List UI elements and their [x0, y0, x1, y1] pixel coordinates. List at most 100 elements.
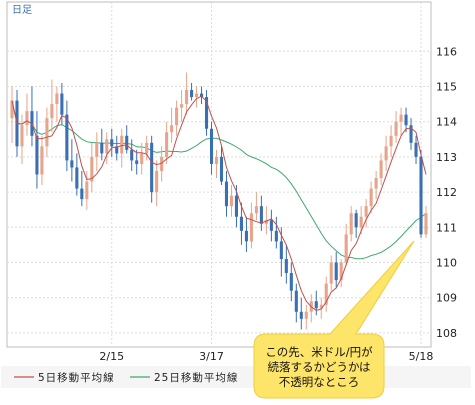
candle-body-65 — [334, 262, 338, 281]
candle-body-72 — [369, 188, 373, 207]
y-tick-label-3: 111 — [436, 221, 457, 234]
period-label: 日足 — [12, 4, 32, 16]
callout-line-3: 不透明なところ — [279, 375, 360, 389]
candle-body-2 — [20, 125, 24, 147]
candle-body-73 — [374, 178, 378, 189]
candle-body-35 — [185, 90, 189, 105]
candle-body-37 — [195, 93, 199, 98]
ma5-line — [11, 95, 427, 311]
candle-body-8 — [50, 104, 54, 119]
candle-body-12 — [70, 160, 74, 168]
candle-body-26 — [140, 153, 144, 164]
candle-body-69 — [354, 213, 358, 228]
ma25-line — [11, 100, 427, 260]
callout-bubble — [253, 240, 415, 399]
candle-body-61 — [314, 301, 318, 309]
candle-body-31 — [165, 132, 169, 157]
x-tick-label-1: 3/17 — [199, 350, 224, 363]
y-tick-label-2: 110 — [436, 257, 457, 270]
candle-body-46 — [239, 216, 243, 231]
candle-body-32 — [170, 125, 174, 133]
y-tick-label-4: 112 — [436, 186, 457, 199]
candle-body-50 — [259, 206, 263, 224]
candle-body-68 — [349, 213, 353, 235]
candle-body-58 — [299, 311, 303, 319]
candle-body-20 — [110, 139, 114, 147]
x-axis: 2/15 3/17 5/18 — [99, 350, 433, 363]
candle-body-0 — [10, 100, 14, 119]
candle-body-47 — [244, 230, 248, 242]
callout-annotation: この先、米ドル/円が 続落するかどうかは 不透明なところ — [253, 240, 415, 399]
candle-body-30 — [160, 156, 164, 171]
candle-body-63 — [324, 283, 328, 305]
x-tick-label-0: 2/15 — [99, 350, 124, 363]
candle-body-48 — [249, 213, 253, 242]
candle-body-57 — [294, 290, 298, 312]
candle-body-36 — [190, 90, 194, 98]
candle-body-19 — [105, 139, 109, 154]
candle-body-81 — [414, 142, 418, 157]
candle-body-67 — [344, 234, 348, 263]
candle-body-42 — [219, 156, 224, 182]
candle-body-44 — [229, 195, 234, 207]
y-tick-label-8: 116 — [436, 45, 457, 58]
candle-body-10 — [60, 93, 64, 115]
candle-body-39 — [204, 97, 209, 129]
candle-body-9 — [55, 93, 59, 105]
ma25-line-group — [11, 100, 427, 260]
candle-body-55 — [284, 258, 288, 274]
candle-body-15 — [85, 181, 89, 200]
legend-label-ma25: 25日移動平均線 — [154, 371, 238, 384]
candle-body-33 — [175, 107, 179, 126]
candle-body-6 — [40, 146, 44, 175]
candle-body-40 — [209, 128, 214, 164]
callout-line-1: この先、米ドル/円が — [265, 345, 373, 359]
candle-body-13 — [75, 167, 79, 189]
candle-body-29 — [155, 170, 159, 193]
candle-body-53 — [274, 230, 278, 242]
callout-line-2: 続落するかどうかは — [267, 360, 370, 374]
candle-body-34 — [180, 104, 184, 108]
candle-body-51 — [264, 220, 268, 224]
candle-body-22 — [120, 135, 124, 154]
candle-body-66 — [339, 262, 343, 281]
candle-body-5 — [35, 135, 39, 175]
candle-body-24 — [130, 149, 134, 161]
candle-body-28 — [150, 142, 154, 193]
candle-body-78 — [399, 114, 403, 122]
legend-label-ma5: 5日移動平均線 — [38, 371, 115, 384]
candle-body-41 — [214, 156, 219, 164]
candle-body-38 — [199, 93, 204, 98]
y-tick-label-0: 108 — [436, 327, 457, 340]
candle-body-3 — [25, 111, 29, 126]
candle-body-18 — [100, 142, 104, 154]
candle-body-25 — [135, 160, 139, 164]
y-axis: 108 109 110 111 112 113 114 115 116 — [436, 45, 457, 340]
candle-body-45 — [234, 195, 239, 217]
candle-body-17 — [95, 142, 99, 157]
candle-body-75 — [384, 146, 388, 161]
candle-body-77 — [394, 121, 398, 136]
candle-body-16 — [90, 156, 94, 182]
y-tick-label-5: 113 — [436, 151, 457, 164]
candle-body-74 — [379, 160, 383, 179]
ma5-line-group — [11, 95, 427, 311]
y-tick-label-1: 109 — [436, 292, 457, 305]
candle-body-27 — [145, 142, 149, 154]
candle-body-11 — [65, 114, 69, 161]
candle-body-54 — [279, 241, 283, 259]
candle-body-70 — [359, 216, 363, 228]
candle-body-80 — [409, 125, 413, 143]
candle-body-49 — [254, 206, 258, 214]
candle-body-23 — [125, 135, 129, 150]
candle-body-64 — [329, 262, 333, 284]
candle-body-62 — [319, 304, 323, 309]
y-tick-label-7: 115 — [436, 80, 457, 93]
legend: 5日移動平均線 25日移動平均線 — [1, 366, 471, 388]
candle-body-83 — [424, 213, 428, 235]
candle-body-71 — [364, 206, 368, 217]
candle-body-79 — [404, 114, 408, 126]
candle-body-56 — [289, 273, 293, 291]
candle-body-76 — [389, 135, 393, 147]
